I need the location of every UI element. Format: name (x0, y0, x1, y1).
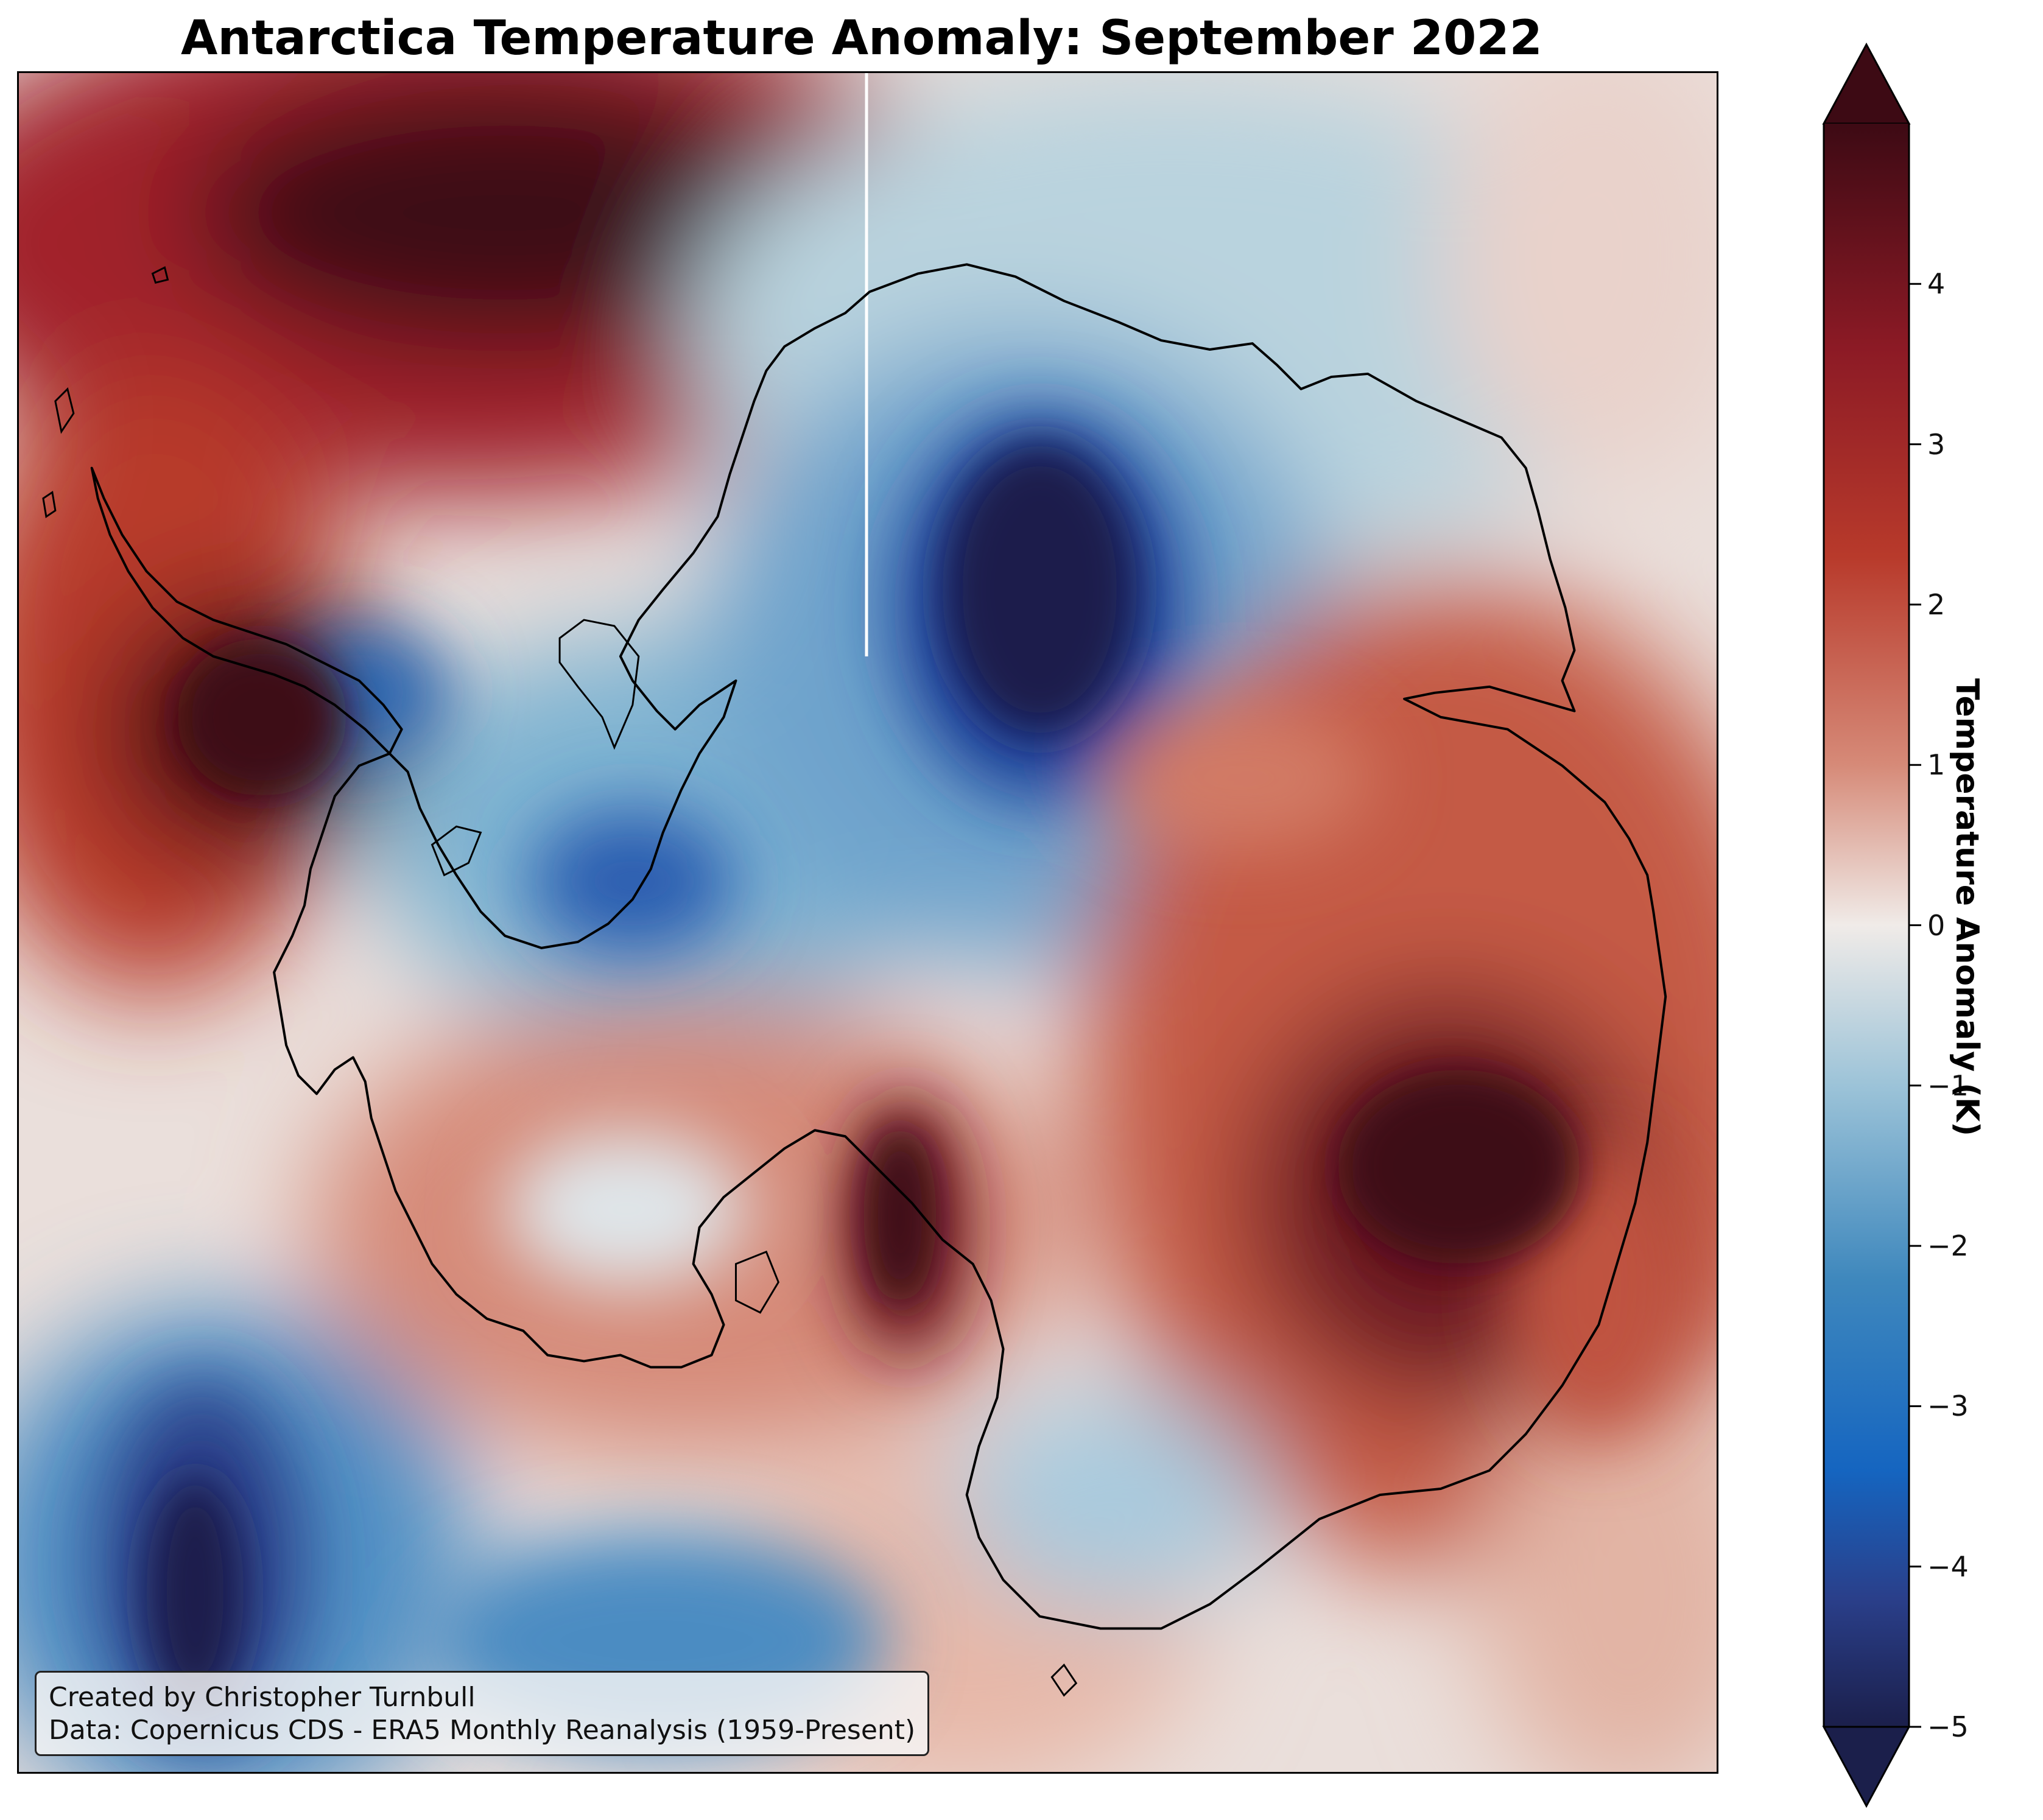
colorbar-tick-label: −1 (1927, 1069, 1969, 1102)
colorbar-tick-label: 1 (1927, 748, 1946, 782)
colorbar-tick-label: 2 (1927, 588, 1946, 621)
colorbar-tick-label: 4 (1927, 267, 1946, 301)
temperature-anomaly-map (19, 73, 1717, 1772)
chart-title: Antarctica Temperature Anomaly: Septembe… (181, 11, 1542, 66)
colorbar-tick-label: −3 (1927, 1390, 1969, 1423)
island-outline (42, 266, 1078, 1697)
colorbar-ticks (1909, 283, 1921, 1728)
colorbar-tick-label: −5 (1927, 1710, 1969, 1743)
map-panel: Created by Christopher Turnbull Data: Co… (17, 71, 1718, 1774)
ice-shelf-outline (431, 825, 779, 1314)
colorbar-tick-label: −4 (1927, 1550, 1969, 1583)
anomaly-field-broad (19, 73, 1717, 1772)
antarctica-coastline (273, 263, 1667, 1630)
ice-shelf-outline (558, 619, 640, 750)
colorbar-tick-label: −2 (1927, 1229, 1969, 1263)
antarctic-peninsula-coastline (90, 466, 403, 755)
colorbar-gradient (1822, 42, 1921, 1808)
credit-author: Created by Christopher Turnbull (49, 1682, 476, 1713)
colorbar-body (1824, 124, 1909, 1727)
colorbar-tick-label: 0 (1927, 908, 1946, 942)
colorbar-label: Temperature Anomaly (K) (1949, 678, 1985, 1137)
colorbar-extend-top (1822, 42, 1911, 125)
colorbar: 4 3 2 1 0 −1 −2 −3 −4 −5 (1815, 42, 1969, 1808)
anomaly-field-core (146, 443, 1581, 1708)
colorbar-extend-bottom (1822, 1726, 1911, 1808)
colorbar-tick-label: 3 (1927, 427, 1946, 461)
credit-data-source: Data: Copernicus CDS - ERA5 Monthly Rean… (49, 1715, 916, 1746)
credit-box: Created by Christopher Turnbull Data: Co… (35, 1671, 930, 1756)
